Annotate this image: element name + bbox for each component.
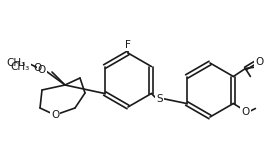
Text: CH₃: CH₃: [11, 62, 30, 72]
Text: F: F: [125, 40, 131, 50]
Text: O: O: [255, 56, 263, 67]
Text: O: O: [241, 106, 249, 116]
Text: O: O: [34, 63, 42, 73]
Text: S: S: [156, 93, 163, 103]
Text: O: O: [38, 65, 46, 75]
Text: O: O: [51, 110, 59, 120]
Text: CH₃: CH₃: [7, 58, 26, 68]
